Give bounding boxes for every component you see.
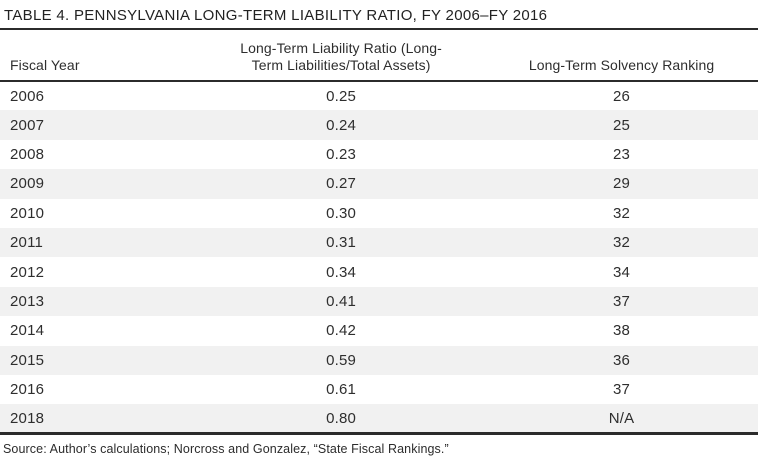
- ratio-cell: 0.27: [326, 175, 357, 193]
- ranking-cell: 23: [613, 145, 631, 163]
- table-row: 2015 0.59 36: [0, 345, 758, 375]
- ranking-cell: 36: [613, 351, 631, 369]
- fiscal-year-cell: 2015: [10, 351, 45, 369]
- column-header-solvency-ranking: Long-Term Solvency Ranking: [485, 29, 758, 82]
- fiscal-year-cell: 2008: [10, 145, 45, 163]
- table-row: 2014 0.42 38: [0, 316, 758, 345]
- fiscal-year-cell: 2012: [10, 263, 45, 281]
- table-row: 2013 0.41 37: [0, 286, 758, 317]
- ratio-cell: 0.59: [326, 351, 357, 369]
- ranking-cell: N/A: [608, 409, 635, 427]
- ranking-cell: 26: [613, 87, 631, 105]
- fiscal-year-cell: 2009: [10, 175, 45, 193]
- ranking-cell: 32: [613, 234, 631, 252]
- fiscal-year-cell: 2014: [10, 322, 45, 340]
- ratio-cell: 0.41: [326, 292, 357, 310]
- table-body: 2006 0.25 26 2007 0.24 25 2008 0.23 23 2…: [0, 81, 758, 434]
- ratio-cell: 0.30: [326, 204, 357, 222]
- ratio-cell: 0.80: [326, 409, 357, 427]
- source-note: Source: Author’s calculations; Norcross …: [3, 442, 449, 457]
- ranking-cell: 32: [613, 204, 631, 222]
- ratio-cell: 0.34: [326, 263, 357, 281]
- ranking-cell: 25: [613, 116, 631, 134]
- table-header: Fiscal Year Long-Term Liability Ratio (L…: [0, 29, 758, 82]
- ratio-cell: 0.61: [326, 381, 357, 399]
- ratio-cell: 0.42: [326, 322, 357, 340]
- table-row: 2008 0.23 23: [0, 140, 758, 169]
- data-table: Fiscal Year Long-Term Liability Ratio (L…: [0, 28, 758, 436]
- fiscal-year-cell: 2007: [10, 116, 45, 134]
- table-row: 2007 0.24 25: [0, 110, 758, 140]
- table-row: 2010 0.30 32: [0, 199, 758, 228]
- fiscal-year-cell: 2006: [10, 87, 45, 105]
- ranking-cell: 37: [613, 381, 631, 399]
- table-row: 2012 0.34 34: [0, 257, 758, 286]
- ranking-cell: 38: [613, 322, 631, 340]
- table-row: 2016 0.61 37: [0, 375, 758, 404]
- table-row: 2006 0.25 26: [0, 81, 758, 110]
- ranking-cell: 34: [613, 263, 631, 281]
- ratio-cell: 0.31: [326, 234, 357, 252]
- ranking-cell: 37: [613, 292, 631, 310]
- fiscal-year-cell: 2013: [10, 292, 45, 310]
- column-header-fiscal-year: Fiscal Year: [0, 29, 198, 82]
- table-row: 2009 0.27 29: [0, 169, 758, 199]
- table-row: 2018 0.80 N/A: [0, 404, 758, 434]
- fiscal-year-cell: 2018: [10, 409, 45, 427]
- table-row: 2011 0.31 32: [0, 227, 758, 258]
- fiscal-year-cell: 2016: [10, 381, 45, 399]
- ratio-cell: 0.23: [326, 145, 357, 163]
- ratio-cell: 0.25: [326, 87, 357, 105]
- column-header-liability-ratio: Long-Term Liability Ratio (Long- Term Li…: [197, 29, 486, 82]
- column-header-liability-ratio-line2: Term Liabilities/Total Assets): [251, 56, 431, 73]
- column-header-liability-ratio-line1: Long-Term Liability Ratio (Long-: [240, 40, 442, 56]
- ranking-cell: 29: [613, 175, 631, 193]
- page-title: TABLE 4. PENNSYLVANIA LONG-TERM LIABILIT…: [4, 7, 548, 24]
- ratio-cell: 0.24: [326, 116, 357, 134]
- fiscal-year-cell: 2011: [10, 234, 44, 252]
- fiscal-year-cell: 2010: [10, 204, 45, 222]
- header-row: Fiscal Year Long-Term Liability Ratio (L…: [0, 29, 758, 82]
